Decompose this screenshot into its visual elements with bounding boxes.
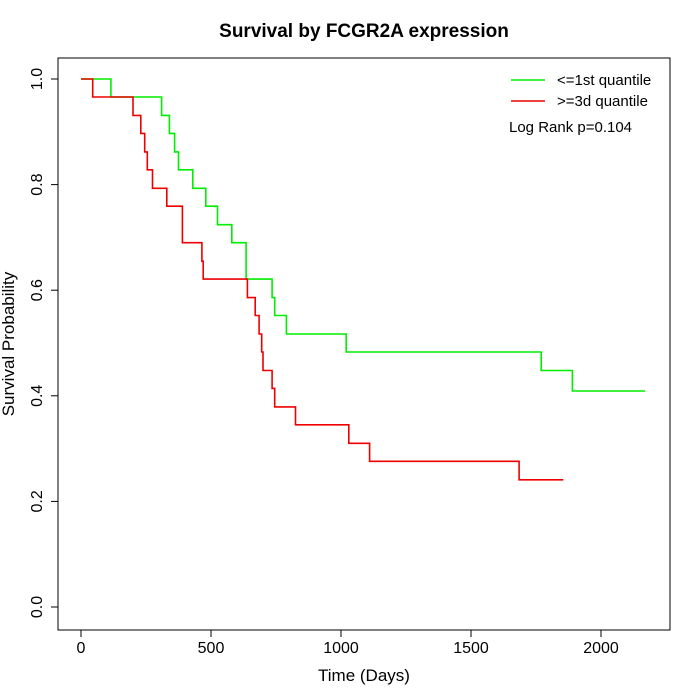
- plot-frame: [57, 57, 671, 631]
- y-axis: 0.0 0.2 0.4 0.6 0.8 1.0: [29, 68, 59, 618]
- survival-curve-low: [81, 78, 646, 392]
- survival-curve-high: [81, 78, 564, 481]
- x-tick-label: 1000: [323, 640, 359, 657]
- y-tick-label: 0.0: [29, 596, 46, 618]
- y-tick-label: 0.8: [29, 173, 46, 195]
- x-axis: 0 500 1000 1500 2000: [77, 629, 619, 657]
- chart-title: Survival by FCGR2A expression: [219, 21, 509, 42]
- y-tick-label: 0.2: [29, 490, 46, 512]
- x-tick-label: 0: [77, 640, 86, 657]
- x-tick-label: 1500: [453, 640, 489, 657]
- x-tick-label: 500: [198, 640, 225, 657]
- x-axis-label: Time (Days): [318, 666, 410, 685]
- legend: <=1st quantile >=3d quantile: [511, 72, 651, 110]
- y-tick-label: 0.6: [29, 279, 46, 301]
- y-tick-label: 1.0: [29, 68, 46, 90]
- y-tick-label: 0.4: [29, 385, 46, 407]
- legend-label: <=1st quantile: [557, 72, 651, 89]
- legend-label: >=3d quantile: [557, 93, 648, 110]
- x-tick-label: 2000: [583, 640, 619, 657]
- series-layer: [81, 78, 646, 481]
- y-axis-label: Survival Probability: [0, 271, 18, 416]
- log-rank-annotation: Log Rank p=0.104: [509, 119, 632, 136]
